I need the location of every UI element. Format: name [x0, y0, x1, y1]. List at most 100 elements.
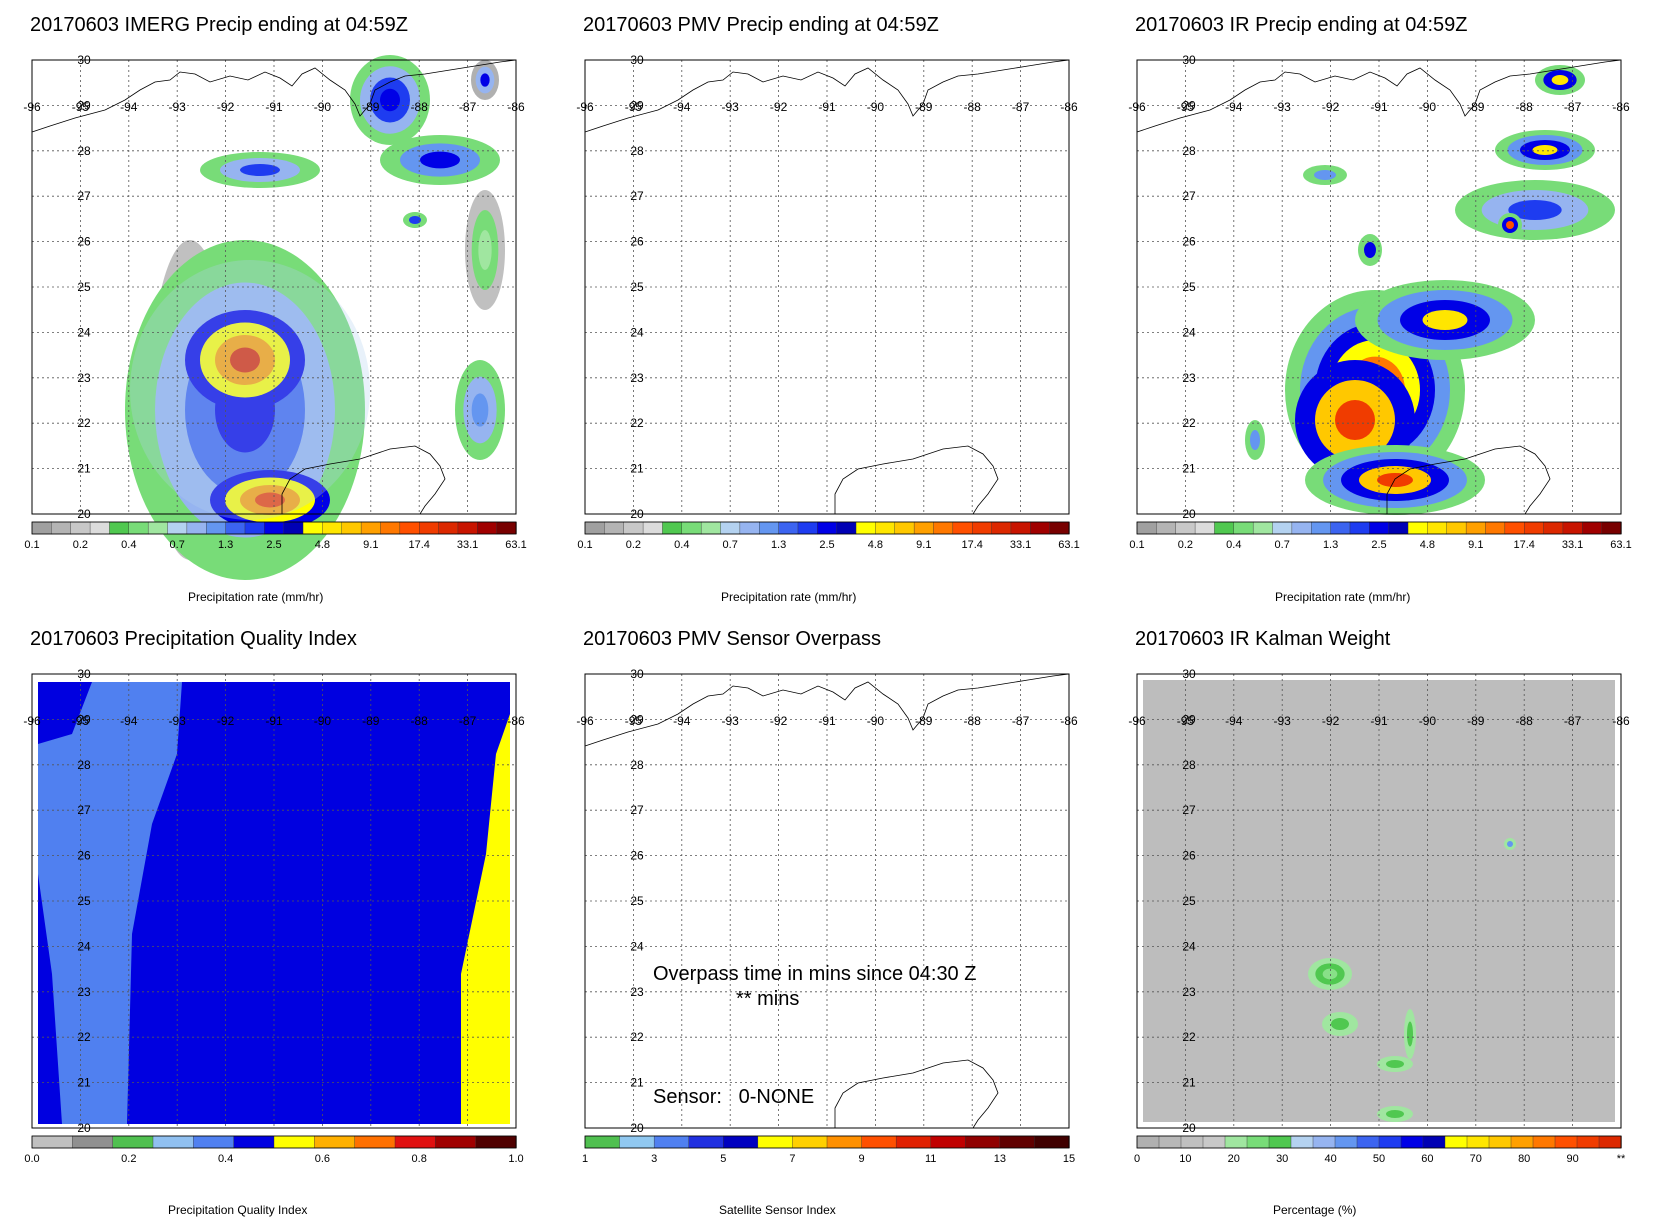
colorbar-segment: [720, 521, 741, 535]
colorbar-tick: 30: [1276, 1153, 1288, 1165]
lat-label: 21: [77, 462, 91, 476]
colorbar-tick: 90: [1566, 1153, 1578, 1165]
lat-label: 28: [1182, 144, 1196, 158]
colorbar-segment: [861, 1135, 897, 1149]
colorbar-segment: [999, 1135, 1036, 1149]
overpass-mins-text: ** mins: [736, 988, 800, 1010]
colorbar-segment: [623, 521, 644, 535]
lon-label: -92: [770, 100, 788, 114]
lon-label: -90: [867, 714, 885, 728]
colorbar-tick: 1: [582, 1153, 588, 1165]
precip-area: [1314, 170, 1336, 180]
colorbar-segment: [1233, 521, 1254, 535]
lat-label: 26: [77, 235, 91, 249]
precip-area: [130, 260, 370, 520]
lon-label: -95: [625, 714, 643, 728]
panel-imerg: 20170603 IMERG Precip ending at 04:59Z -…: [23, 14, 550, 614]
colorbar-segment: [1510, 1135, 1534, 1149]
colorbar-tick: 0.2: [626, 539, 641, 551]
kalman-high-weight: [1386, 1110, 1404, 1118]
graticule: [32, 674, 516, 1128]
lon-label: -90: [314, 714, 332, 728]
lat-label: 29: [77, 98, 91, 112]
colorbar-tick: 0.1: [577, 539, 592, 551]
colorbar-segment: [233, 1135, 275, 1149]
colorbar-segment: [1136, 521, 1158, 535]
colorbar-segment: [1330, 521, 1351, 535]
coastline: [584, 59, 1070, 133]
lon-label: -90: [1419, 714, 1437, 728]
colorbar-tick: 17.4: [408, 539, 429, 551]
colorbar-segment: [380, 521, 401, 535]
colorbar-segment: [167, 521, 188, 535]
colorbar-tick: 50: [1373, 1153, 1385, 1165]
colorbar-segment: [1356, 1135, 1380, 1149]
colorbar-segment: [394, 1135, 437, 1149]
lat-label: 26: [630, 235, 644, 249]
colorbar-segment: [619, 1135, 655, 1149]
yucatan-coastline: [834, 445, 999, 515]
lat-label: 22: [1182, 416, 1196, 430]
colorbar-tick: 0.6: [315, 1153, 330, 1165]
colorbar-tick: 1.3: [771, 539, 786, 551]
lat-label: 21: [1182, 1076, 1196, 1090]
colorbar-segment: [1582, 521, 1603, 535]
colorbar-segment: [759, 521, 780, 535]
colorbar-segment: [1485, 521, 1506, 535]
lon-label: -88: [1516, 714, 1534, 728]
colorbar-tick: 2.5: [1371, 539, 1386, 551]
colorbar-segment: [1175, 521, 1196, 535]
colorbar-segment: [1268, 1135, 1292, 1149]
colorbar-tick: 15: [1063, 1153, 1075, 1165]
colorbar-segment: [739, 521, 760, 535]
pqi-area: [38, 682, 182, 1124]
colorbar-tick: 63.1: [1058, 539, 1079, 551]
colorbar-segment: [341, 521, 362, 535]
lon-label: -94: [120, 714, 138, 728]
lat-label: 21: [1182, 462, 1196, 476]
colorbar-segment: [1049, 521, 1070, 535]
precip-area: [471, 393, 489, 427]
colorbar-segment: [895, 1135, 932, 1149]
colorbar-segment: [1562, 521, 1583, 535]
colorbar-segment: [1576, 1135, 1600, 1149]
colorbar-segment: [681, 521, 702, 535]
lon-label: -92: [1322, 714, 1340, 728]
lat-label: 24: [77, 939, 91, 953]
lat-label: 29: [630, 98, 644, 112]
colorbar-frame: [31, 1135, 517, 1149]
kalman-high-weight: [1331, 1018, 1349, 1030]
colorbar-tick: 33.1: [1010, 539, 1031, 551]
lat-label: 23: [1182, 985, 1196, 999]
lon-label: -87: [459, 100, 477, 114]
colorbar-segment: [128, 521, 149, 535]
colorbar-segment: [477, 521, 498, 535]
lon-label: -91: [818, 100, 836, 114]
colorbar-segment: [302, 521, 324, 535]
lon-label: -92: [770, 714, 788, 728]
graticule: [1137, 674, 1621, 1128]
lon-label: -91: [265, 100, 283, 114]
lat-label: 25: [1182, 280, 1196, 294]
colorbar-segment: [1034, 1135, 1070, 1149]
colorbar-segment: [855, 521, 877, 535]
colorbar-tick: 11: [925, 1153, 936, 1165]
colorbar-segment: [875, 521, 896, 535]
graticule: [585, 674, 1069, 1128]
colorbar-tick: 5: [720, 1153, 726, 1165]
yucatan-coastline: [1386, 445, 1551, 515]
precip-area: [240, 164, 280, 176]
lat-label: 22: [630, 416, 644, 430]
colorbar-tick: 4.8: [868, 539, 883, 551]
colorbar-segment: [836, 521, 857, 535]
colorbar-tick: 13: [994, 1153, 1006, 1165]
lon-label: -87: [1012, 100, 1030, 114]
lon-label: -89: [362, 100, 380, 114]
colorbar-tick: 0.1: [24, 539, 39, 551]
lat-label: 24: [1182, 325, 1196, 339]
colorbar-segment: [1369, 521, 1390, 535]
colorbar-tick: 0.2: [121, 1153, 136, 1165]
precip-area: [420, 151, 460, 169]
lat-label: 27: [1182, 189, 1196, 203]
colorbar-tick: 20: [1228, 1153, 1240, 1165]
